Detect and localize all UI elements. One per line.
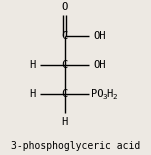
Text: OH: OH (93, 31, 106, 41)
Text: C: C (61, 60, 68, 70)
Text: H: H (29, 60, 35, 70)
Text: C: C (61, 89, 68, 99)
Text: H: H (61, 117, 68, 127)
Text: 2: 2 (112, 94, 116, 100)
Text: 3: 3 (103, 94, 107, 100)
Text: H: H (29, 89, 35, 99)
Text: O: O (61, 2, 68, 11)
Text: 3-phosphoglyceric acid: 3-phosphoglyceric acid (11, 141, 140, 151)
Text: H: H (106, 89, 112, 99)
Text: OH: OH (93, 60, 106, 70)
Text: PO: PO (91, 89, 103, 99)
Text: C: C (61, 31, 68, 41)
